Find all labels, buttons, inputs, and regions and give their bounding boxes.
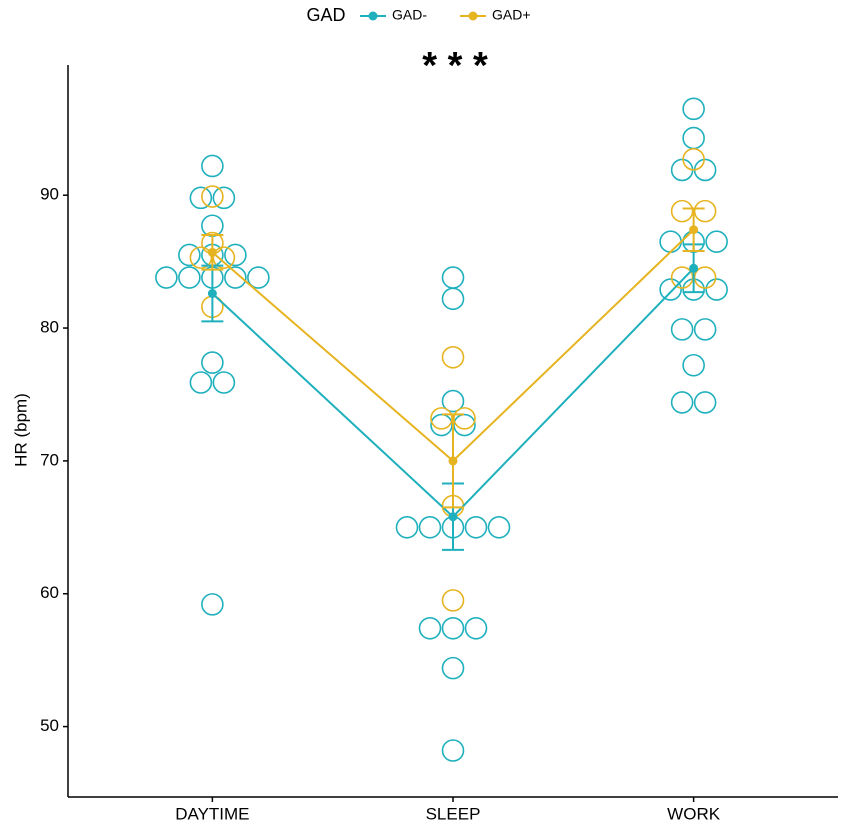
data-point [178, 266, 201, 289]
data-point [178, 243, 201, 267]
y-tick-label: 70 [40, 450, 59, 469]
data-point [201, 351, 224, 374]
data-point [705, 230, 728, 253]
y-tick-label: 60 [40, 583, 59, 602]
data-point [659, 278, 682, 301]
data-point [670, 199, 694, 223]
data-point [155, 266, 178, 289]
data-point [201, 185, 224, 208]
data-point [441, 739, 465, 762]
data-point [487, 516, 511, 539]
data-point [670, 158, 694, 182]
data-point [659, 230, 682, 253]
data-point [247, 266, 270, 289]
data-point [682, 353, 705, 377]
data-point [224, 266, 247, 289]
y-tick-label: 90 [40, 185, 59, 204]
data-point [464, 616, 488, 640]
y-tick-label: 80 [40, 318, 59, 337]
data-point [682, 148, 705, 171]
mean-point [689, 225, 699, 235]
data-point [441, 345, 465, 369]
data-point [693, 318, 717, 341]
legend-label: GAD+ [492, 7, 531, 23]
x-tick-label: SLEEP [426, 804, 481, 823]
y-tick-label: 50 [40, 716, 59, 735]
data-point [693, 266, 717, 289]
legend-label: GAD- [392, 7, 427, 23]
data-point [212, 186, 236, 210]
legend-key [368, 11, 378, 21]
data-point [682, 97, 705, 121]
data-point [441, 656, 465, 680]
mean-point [448, 456, 458, 466]
data-point [418, 516, 442, 539]
data-point [670, 266, 694, 289]
mean-point [448, 512, 458, 522]
data-point [693, 158, 717, 182]
data-point [682, 126, 705, 150]
significance-annotation: * * * [422, 45, 488, 87]
x-tick-label: WORK [667, 804, 721, 823]
data-point [464, 516, 488, 539]
data-point [201, 593, 224, 616]
data-point [441, 616, 465, 640]
data-point [705, 278, 728, 301]
data-point [670, 391, 694, 414]
data-point [441, 266, 465, 289]
data-point [693, 199, 717, 223]
mean-point [207, 289, 217, 299]
data-point [201, 154, 224, 178]
data-point [395, 516, 419, 539]
data-point [189, 371, 213, 394]
data-point [224, 243, 247, 267]
data-point [212, 371, 236, 394]
mean-point [207, 247, 217, 257]
data-point [441, 589, 465, 612]
data-point [441, 389, 465, 413]
data-point [189, 186, 213, 210]
data-point [441, 287, 465, 311]
x-tick-label: DAYTIME [175, 804, 249, 823]
data-point [693, 391, 717, 414]
legend-title: GAD [306, 5, 345, 25]
mean-point [689, 263, 699, 273]
data-point [418, 616, 442, 640]
data-point [670, 318, 694, 341]
legend-key [468, 11, 478, 21]
y-axis-label: HR (bpm) [11, 393, 30, 467]
